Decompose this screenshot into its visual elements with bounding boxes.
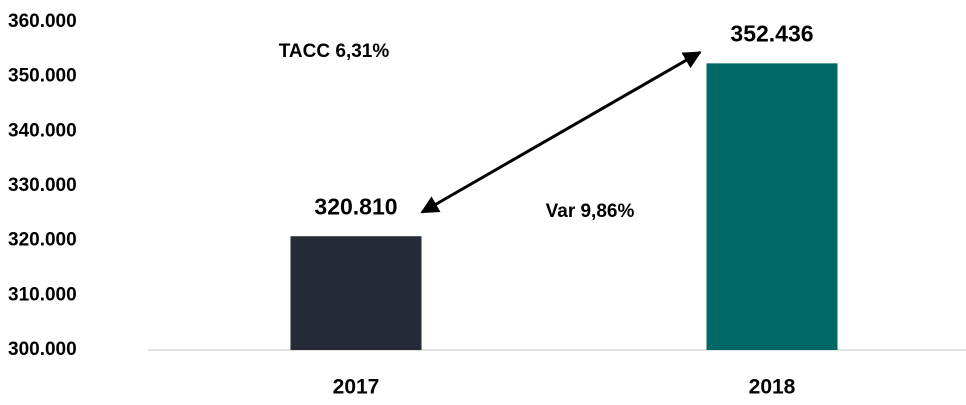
y-tick-label: 320.000 [8, 230, 77, 251]
value-label: 320.810 [314, 193, 397, 219]
y-tick-label: 310.000 [8, 284, 77, 305]
y-tick-label: 340.000 [8, 120, 77, 141]
y-tick-label: 360.000 [8, 11, 77, 32]
y-tick-label: 300.000 [8, 339, 77, 360]
y-tick-label: 330.000 [8, 175, 77, 196]
x-tick-label: 2018 [749, 376, 796, 399]
bar [706, 63, 838, 351]
annotation: TACC 6,31% [279, 41, 390, 62]
bar [290, 236, 422, 350]
arrow [420, 51, 702, 214]
annotation: Var 9,86% [546, 201, 635, 222]
value-label: 352.436 [730, 20, 813, 46]
y-tick-label: 350.000 [8, 66, 77, 87]
x-tick-label: 2017 [333, 376, 380, 399]
